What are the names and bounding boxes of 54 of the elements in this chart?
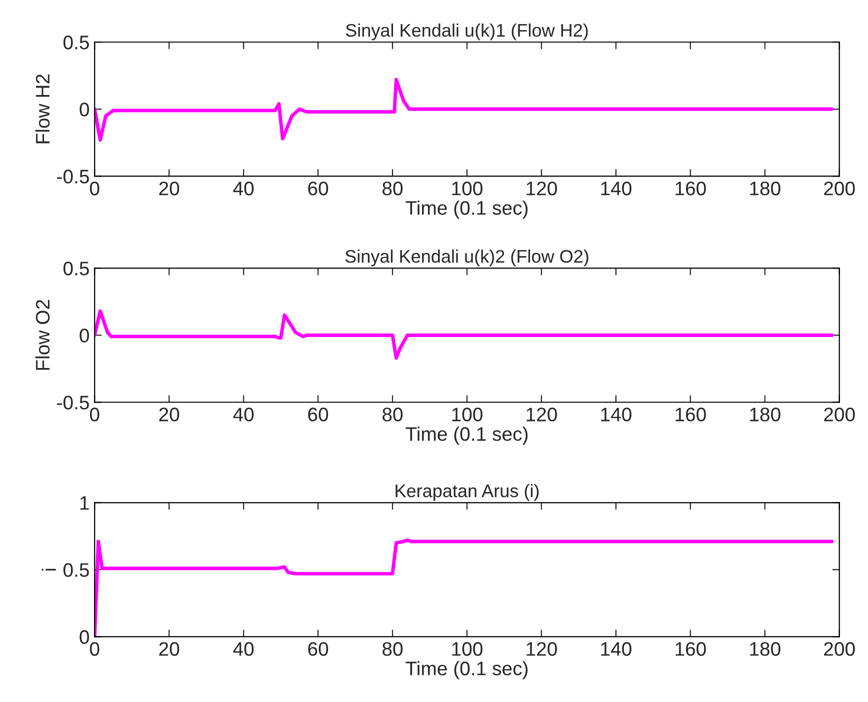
y-tick-label: 0 xyxy=(80,102,89,116)
y-axis-title: Flow O2 xyxy=(35,300,50,370)
x-tick-label: 140 xyxy=(601,408,632,422)
y-tick-label: 0 xyxy=(80,328,89,342)
x-tick-label: 20 xyxy=(159,182,180,196)
x-tick-label: 160 xyxy=(676,642,706,656)
y-tick-label: 0.5 xyxy=(63,36,89,50)
x-tick-label: 0 xyxy=(90,408,100,422)
x-tick-label: 140 xyxy=(601,642,632,656)
line-series xyxy=(94,78,834,142)
x-tick-label: 100 xyxy=(452,182,482,196)
x-tick-label: 0 xyxy=(90,182,100,196)
x-axis-title: Time (0.1 sec) xyxy=(406,426,528,445)
x-axis-title: Time (0.1 sec) xyxy=(406,661,528,680)
y-tick-label: 1 xyxy=(80,496,89,510)
y-tick-label: 0.5 xyxy=(63,563,89,577)
x-tick-label: 180 xyxy=(750,182,780,196)
x-tick-label: 100 xyxy=(452,642,482,656)
x-tick-label: 20 xyxy=(159,408,180,422)
y-tick-label: 0.5 xyxy=(63,262,89,276)
x-tick-label: 20 xyxy=(159,642,180,656)
x-tick-label: 200 xyxy=(824,182,855,196)
y-tick-label: -0.5 xyxy=(57,170,89,184)
x-tick-label: 180 xyxy=(750,408,780,422)
line-series xyxy=(94,309,834,360)
x-tick-label: 60 xyxy=(308,182,328,196)
x-tick-label: 160 xyxy=(676,182,706,196)
x-tick-label: 180 xyxy=(750,642,780,656)
y-tick-label: -0.5 xyxy=(57,396,89,410)
x-tick-label: 80 xyxy=(382,182,403,196)
x-tick-label: 160 xyxy=(676,408,706,422)
x-tick-label: 120 xyxy=(526,642,557,656)
x-tick-label: 200 xyxy=(824,408,855,422)
x-tick-label: 100 xyxy=(452,408,482,422)
y-axis-title: i xyxy=(42,568,56,571)
y-tick-label: 0 xyxy=(80,630,89,644)
x-tick-label: 80 xyxy=(382,408,403,422)
chart-title: Kerapatan Arus (i) xyxy=(396,484,539,501)
x-tick-label: 80 xyxy=(382,642,403,656)
line-series xyxy=(94,538,834,637)
x-tick-label: 40 xyxy=(233,408,254,422)
x-tick-label: 0 xyxy=(90,642,100,656)
x-tick-label: 120 xyxy=(526,182,557,196)
x-tick-label: 140 xyxy=(601,182,632,196)
x-tick-label: 60 xyxy=(308,408,328,422)
x-tick-label: 200 xyxy=(824,642,855,656)
x-tick-label: 120 xyxy=(526,408,557,422)
y-axis-title: Flow H2 xyxy=(35,74,50,144)
chart-title: Sinyal Kendali u(k)2 (Flow O2) xyxy=(345,250,588,266)
chart-title: Sinyal Kendali u(k)1 (Flow H2) xyxy=(346,23,588,40)
x-tick-label: 40 xyxy=(233,182,254,196)
x-tick-label: 40 xyxy=(233,642,254,656)
x-axis-title: Time (0.1 sec) xyxy=(406,200,528,219)
x-tick-label: 60 xyxy=(308,642,328,656)
